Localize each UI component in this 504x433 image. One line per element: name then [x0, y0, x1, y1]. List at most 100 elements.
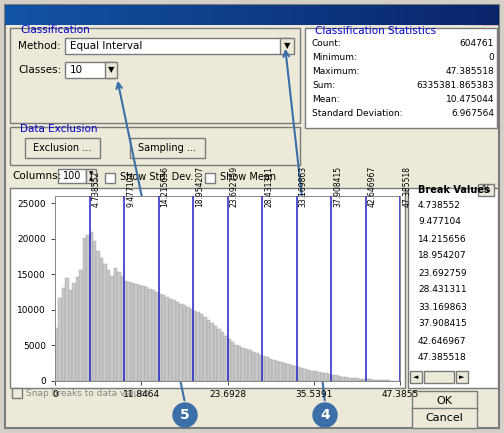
Text: 47.385518: 47.385518: [402, 166, 411, 207]
FancyBboxPatch shape: [25, 138, 100, 158]
Bar: [321, 373, 324, 381]
Text: ►: ►: [459, 374, 465, 380]
Bar: [141, 286, 145, 381]
Text: ✕: ✕: [484, 10, 494, 20]
Text: ◄: ◄: [413, 374, 419, 380]
Text: ▲: ▲: [89, 177, 93, 181]
Bar: [307, 370, 310, 381]
Bar: [162, 295, 165, 381]
FancyBboxPatch shape: [408, 188, 498, 388]
Bar: [193, 310, 197, 381]
Bar: [296, 367, 300, 381]
Text: OK: OK: [436, 396, 452, 406]
Text: 23.692759: 23.692759: [418, 268, 467, 278]
Bar: [210, 323, 214, 381]
Text: 5: 5: [180, 408, 190, 422]
Text: 37.908415: 37.908415: [418, 320, 467, 329]
Bar: [383, 380, 386, 381]
FancyBboxPatch shape: [305, 28, 497, 128]
Text: 18.954207: 18.954207: [418, 252, 467, 261]
Bar: [113, 268, 117, 381]
Bar: [200, 314, 203, 381]
FancyBboxPatch shape: [10, 127, 300, 165]
Text: Show Mean: Show Mean: [220, 172, 276, 182]
Bar: [276, 361, 279, 381]
Bar: [372, 380, 376, 381]
Text: Minimum:: Minimum:: [312, 52, 357, 61]
Bar: [380, 380, 383, 381]
Bar: [128, 282, 131, 381]
Text: 604761: 604761: [460, 39, 494, 48]
FancyBboxPatch shape: [12, 388, 22, 398]
Bar: [269, 359, 272, 381]
FancyBboxPatch shape: [10, 28, 300, 123]
Bar: [369, 379, 372, 381]
Bar: [103, 264, 107, 381]
Text: 10: 10: [70, 65, 83, 75]
Bar: [152, 290, 155, 381]
Text: 47.385518: 47.385518: [418, 353, 467, 362]
Bar: [286, 364, 290, 381]
Text: 14.215656: 14.215656: [418, 235, 467, 243]
Bar: [335, 375, 338, 381]
Text: ▼: ▼: [89, 171, 93, 177]
FancyBboxPatch shape: [65, 38, 290, 54]
Bar: [362, 379, 365, 381]
Text: 47.385518: 47.385518: [445, 67, 494, 75]
Bar: [348, 378, 352, 381]
Bar: [365, 379, 369, 381]
Bar: [90, 232, 93, 381]
FancyBboxPatch shape: [105, 62, 117, 78]
Bar: [100, 258, 103, 381]
Text: 4.738552: 4.738552: [418, 200, 461, 210]
Bar: [83, 239, 86, 381]
FancyBboxPatch shape: [412, 391, 477, 411]
Bar: [117, 272, 120, 381]
Bar: [290, 365, 293, 381]
Circle shape: [313, 403, 337, 427]
Bar: [169, 299, 172, 381]
Bar: [314, 372, 317, 381]
Text: 28.431311: 28.431311: [264, 166, 273, 207]
Text: 6335381.865383: 6335381.865383: [416, 81, 494, 90]
Bar: [69, 290, 72, 381]
Bar: [179, 304, 182, 381]
Bar: [328, 374, 331, 381]
Text: %: %: [482, 185, 490, 194]
Text: 9.477104: 9.477104: [126, 170, 135, 207]
Text: 18.954207: 18.954207: [195, 166, 204, 207]
Bar: [259, 355, 262, 381]
FancyBboxPatch shape: [205, 173, 215, 183]
Bar: [355, 378, 359, 381]
Bar: [58, 298, 62, 381]
Bar: [93, 241, 96, 381]
Bar: [266, 357, 269, 381]
Bar: [251, 352, 255, 381]
FancyBboxPatch shape: [280, 38, 294, 54]
Bar: [310, 371, 314, 381]
Text: 4: 4: [320, 408, 330, 422]
Bar: [293, 366, 296, 381]
FancyBboxPatch shape: [130, 138, 205, 158]
Bar: [248, 350, 251, 381]
Bar: [145, 288, 148, 381]
Text: 100: 100: [63, 171, 81, 181]
Bar: [131, 283, 135, 381]
Text: Maximum:: Maximum:: [312, 67, 359, 75]
Text: Break Values: Break Values: [418, 185, 490, 195]
Text: Classification: Classification: [20, 25, 90, 35]
Text: ▼: ▼: [108, 65, 114, 74]
Text: ▼: ▼: [284, 42, 290, 51]
Bar: [245, 349, 248, 381]
Circle shape: [173, 403, 197, 427]
Bar: [110, 275, 113, 381]
Text: 9.477104: 9.477104: [418, 217, 461, 226]
Text: 42.646967: 42.646967: [368, 165, 376, 207]
Bar: [190, 309, 193, 381]
Text: Exclusion ...: Exclusion ...: [33, 143, 91, 153]
Bar: [283, 363, 286, 381]
Bar: [138, 285, 141, 381]
Text: Data Exclusion: Data Exclusion: [20, 124, 97, 134]
Bar: [303, 369, 307, 381]
FancyBboxPatch shape: [58, 169, 86, 183]
